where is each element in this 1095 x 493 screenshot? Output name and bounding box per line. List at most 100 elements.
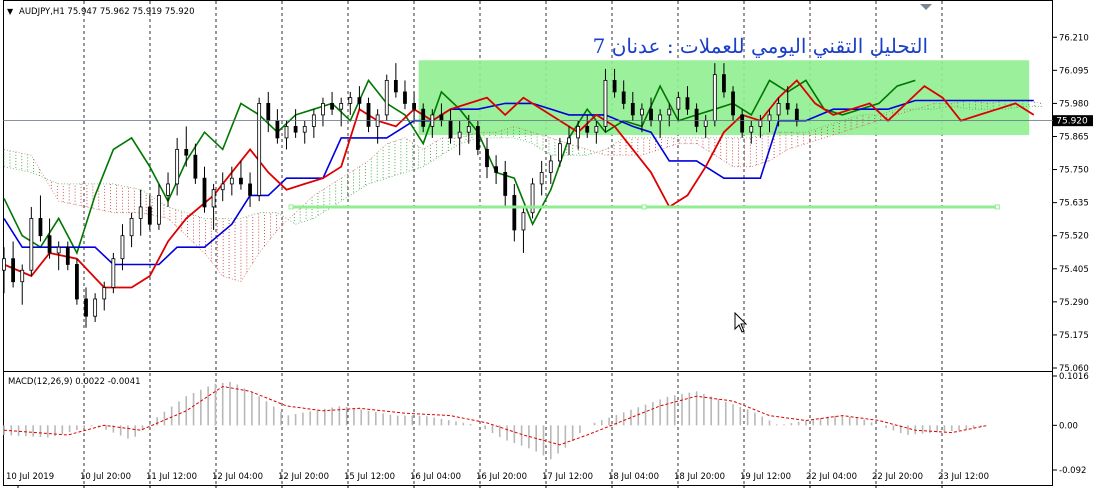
candle-body xyxy=(111,258,116,288)
y-tick-label: 76.210 xyxy=(1059,33,1089,43)
y-tick-label: 75.520 xyxy=(1059,232,1089,242)
candle-body xyxy=(175,149,180,185)
candle-body xyxy=(448,120,453,139)
y-tick-label: 75.635 xyxy=(1059,199,1089,209)
candle-body xyxy=(576,126,581,139)
mouse-cursor-icon xyxy=(734,311,748,333)
y-tick-label: 75.060 xyxy=(1059,364,1089,374)
candle-body xyxy=(703,120,708,127)
candle-body xyxy=(722,74,726,93)
y-tick-label: 75.865 xyxy=(1059,132,1089,142)
current-price-label: 75.920 xyxy=(1056,117,1088,127)
candle-body xyxy=(75,264,79,300)
candle-body xyxy=(466,126,471,133)
candle-body xyxy=(120,235,125,260)
candle-body xyxy=(557,143,562,162)
candlesticks xyxy=(2,63,799,328)
candle-body xyxy=(2,258,6,271)
level-line-handle xyxy=(641,204,647,210)
macd-signal-line xyxy=(3,385,989,446)
candle-body xyxy=(439,114,444,122)
candle-body xyxy=(412,103,416,110)
level-line-handle xyxy=(994,204,1000,210)
candle-body xyxy=(348,97,353,104)
macd-label: MACD(12,26,9) 0.0022 -0.0041 xyxy=(8,377,141,387)
candle-body xyxy=(138,206,143,219)
x-tick-label: 12 Jul 04:00 xyxy=(212,472,263,482)
candle-body xyxy=(84,298,88,317)
x-tick-label: 16 Jul 04:00 xyxy=(410,472,461,482)
candle-body xyxy=(667,108,672,116)
horizontal-level-line[interactable] xyxy=(288,204,1000,210)
candle-body xyxy=(275,120,280,139)
x-tick-label: 23 Jul 12:00 xyxy=(938,472,989,482)
candle-body xyxy=(65,246,70,265)
candle-body xyxy=(93,298,98,317)
symbol-header: AUDJPY,H1 75.947 75.962 75.919 75.920 xyxy=(19,7,195,17)
macd-y-tick-label: 0.1016 xyxy=(1059,372,1089,382)
x-tick-label: 10 Jul 20:00 xyxy=(80,472,131,482)
collapse-arrow-icon[interactable]: ▼ xyxy=(7,7,14,16)
candle-body xyxy=(102,287,107,300)
candle-body xyxy=(229,177,234,185)
x-tick-label: 18 Jul 04:00 xyxy=(608,472,659,482)
candle-body xyxy=(594,126,599,133)
candle-body xyxy=(384,79,389,116)
candle-body xyxy=(393,79,398,93)
candle-body xyxy=(530,183,535,214)
time-axis: 10 Jul 2019 10 Jul 20:00 11 Jul 12:00 12 Ju… xyxy=(6,472,989,488)
x-tick-label: 11 Jul 12:00 xyxy=(146,472,197,482)
candle-body xyxy=(485,149,489,168)
x-tick-label: 22 Jul 04:00 xyxy=(806,472,857,482)
candle-body xyxy=(184,149,189,156)
candle-body xyxy=(239,177,243,185)
candle-body xyxy=(403,91,407,104)
level-line-handle xyxy=(288,204,294,210)
y-tick-label: 75.290 xyxy=(1059,298,1089,308)
y-tick-label: 75.175 xyxy=(1059,331,1089,341)
candle-body xyxy=(302,126,307,133)
candle-body xyxy=(321,103,325,116)
candle-body xyxy=(47,235,52,254)
candle-body xyxy=(266,103,271,122)
candle-body xyxy=(257,103,262,196)
candle-body xyxy=(512,195,517,231)
candle-body xyxy=(284,126,289,139)
candle-body xyxy=(794,108,799,122)
candle-body xyxy=(676,97,681,110)
candle-body xyxy=(147,206,152,225)
candle-body xyxy=(630,103,635,116)
candle-body xyxy=(20,269,25,283)
x-tick-label: 17 Jul 12:00 xyxy=(542,472,593,482)
candle-body xyxy=(339,103,344,110)
candle-body xyxy=(785,103,790,110)
candle-body xyxy=(166,183,170,196)
candle-body xyxy=(330,103,334,110)
macd-pane: 0.1016 0.00 -0.092 xyxy=(3,372,1089,476)
x-tick-label: 18 Jul 20:00 xyxy=(674,472,725,482)
candle-body xyxy=(740,114,745,133)
candle-body xyxy=(776,103,781,116)
x-tick-label: 10 Jul 2019 xyxy=(6,472,54,482)
shift-marker-icon[interactable] xyxy=(920,4,932,10)
candle-body xyxy=(357,97,362,104)
senkou-span-b-line xyxy=(3,105,1043,225)
candle-body xyxy=(712,74,717,122)
candle-body xyxy=(202,177,207,208)
candle-body xyxy=(129,218,134,237)
macd-y-tick-label: -0.092 xyxy=(1059,466,1086,476)
candle-body xyxy=(658,114,663,122)
candle-body xyxy=(767,114,772,122)
candle-body xyxy=(193,154,198,179)
y-tick-label: 76.095 xyxy=(1059,66,1089,76)
candle-body xyxy=(503,172,508,196)
candle-body xyxy=(612,79,617,93)
y-tick-label: 75.750 xyxy=(1059,166,1089,176)
candle-body xyxy=(157,195,161,225)
candle-body xyxy=(366,103,371,127)
x-tick-label: 16 Jul 20:00 xyxy=(476,472,527,482)
price-axis: 76.210 76.095 75.980 75.865 75.750 75.635 75.5… xyxy=(1053,33,1089,374)
candle-body xyxy=(293,126,298,133)
